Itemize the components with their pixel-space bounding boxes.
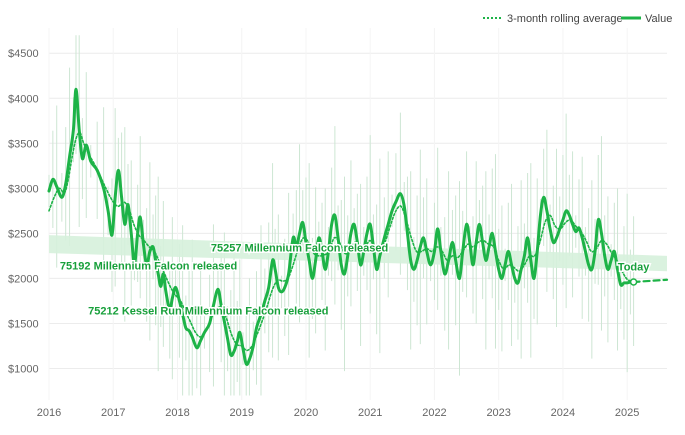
series-lines (47, 87, 669, 366)
x-tick-label: 2017 (101, 407, 125, 419)
series-line-dotted (48, 131, 634, 352)
y-tick-label: $1000 (8, 363, 39, 375)
x-tick-label: 2023 (486, 407, 510, 419)
y-tick-label: $1500 (8, 318, 39, 330)
series-line-dashed (632, 278, 669, 284)
y-tick-label: $2500 (8, 228, 39, 240)
annotation-label: 75192 Millennium Falcon released (60, 260, 237, 272)
x-tick-label: 2016 (37, 407, 61, 419)
x-tick-label: 2019 (229, 407, 253, 419)
y-axis: $1000 $1500 $2000 $2500 $3000 $3500 $4000 $4500 (8, 48, 39, 375)
x-tick-label: 2022 (422, 407, 446, 419)
x-tick-label: 2025 (615, 407, 639, 419)
y-tick-label: $3500 (8, 138, 39, 150)
y-tick-label: $4000 (8, 93, 39, 105)
y-tick-label: $3000 (8, 183, 39, 195)
annotations: 75257 Millennium Falcon released 75192 Mi… (58, 241, 651, 319)
x-tick-label: 2021 (358, 407, 382, 419)
legend-value-label: Value (645, 13, 672, 25)
annotation-label: 75212 Kessel Run Millennium Falcon relea… (88, 305, 328, 317)
grid-lines (48, 28, 667, 400)
range-bars (48, 35, 635, 396)
legend: 3-month rolling average Value (483, 13, 672, 25)
x-tick-label: 2018 (165, 407, 189, 419)
x-tick-label: 2020 (294, 407, 318, 419)
y-tick-label: $2000 (8, 273, 39, 285)
annotation-label: Today (618, 261, 650, 273)
today-marker (629, 278, 638, 286)
y-tick-label: $4500 (8, 48, 39, 60)
x-axis: 2016 2017 2018 2019 2020 2021 2022 2023 2024 2025 (37, 407, 640, 419)
legend-rolling-label: 3-month rolling average (507, 13, 623, 25)
series-line-solid (47, 87, 636, 366)
today-point (629, 278, 638, 286)
annotation-label: 75257 Millennium Falcon released (211, 242, 388, 254)
x-tick-label: 2024 (551, 407, 575, 419)
